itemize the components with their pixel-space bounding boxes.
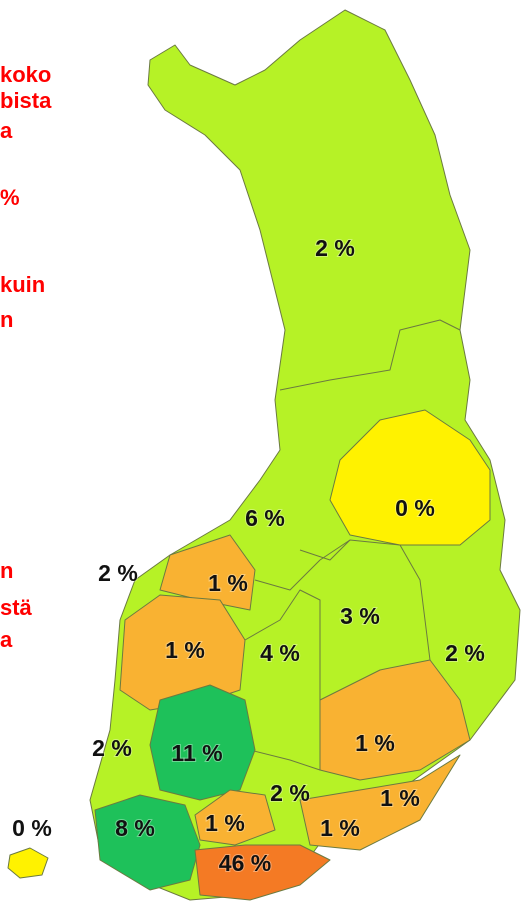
- region-label: 3 %: [340, 603, 380, 629]
- region: [194, 844, 331, 901]
- border: [254, 539, 431, 661]
- region-label: 0 %: [395, 495, 435, 521]
- region-label: 1 %: [208, 570, 248, 596]
- region: [94, 794, 201, 891]
- region: [7, 847, 49, 879]
- region: [194, 789, 276, 846]
- region: [299, 754, 461, 851]
- region-label: 2 %: [98, 560, 138, 586]
- region-label: 2 %: [270, 780, 310, 806]
- region: [149, 684, 256, 801]
- region-label: 2 %: [92, 735, 132, 761]
- regions: [7, 9, 521, 901]
- region-label: 4 %: [260, 640, 300, 666]
- side-text-line: bista: [0, 88, 52, 113]
- region-label: 0 %: [12, 815, 52, 841]
- side-text-line: a: [0, 118, 13, 143]
- region: [319, 659, 471, 781]
- border: [244, 589, 321, 700]
- region-label: 1 %: [380, 785, 420, 811]
- region-label: 1 %: [165, 637, 205, 663]
- region-label: 2 %: [445, 640, 485, 666]
- region-label: 8 %: [115, 815, 155, 841]
- side-text-line: n: [0, 307, 13, 332]
- side-text-line: a: [0, 627, 13, 652]
- region: [329, 409, 491, 546]
- side-text: koko bista a % kuin n n stä a: [0, 62, 52, 652]
- region-label: 11 %: [171, 740, 222, 766]
- region: [119, 594, 246, 711]
- region-label: 1 %: [205, 810, 245, 836]
- side-text-line: %: [0, 185, 20, 210]
- border: [249, 749, 321, 771]
- region: [159, 534, 256, 611]
- region-label: 1 %: [320, 815, 360, 841]
- side-text-line: stä: [0, 595, 33, 620]
- region-label: 46 %: [219, 850, 271, 876]
- region-label: 2 %: [315, 235, 355, 261]
- border: [279, 319, 461, 391]
- side-text-line: kuin: [0, 272, 45, 297]
- side-text-line: n: [0, 558, 13, 583]
- region-labels: 2 % 0 % 6 % 2 % 1 % 3 % 2 % 1 % 4 % 1 % …: [11, 234, 486, 877]
- side-text-line: koko: [0, 62, 51, 87]
- region-label: 6 %: [245, 505, 285, 531]
- border: [299, 539, 351, 561]
- region-label: 1 %: [355, 730, 395, 756]
